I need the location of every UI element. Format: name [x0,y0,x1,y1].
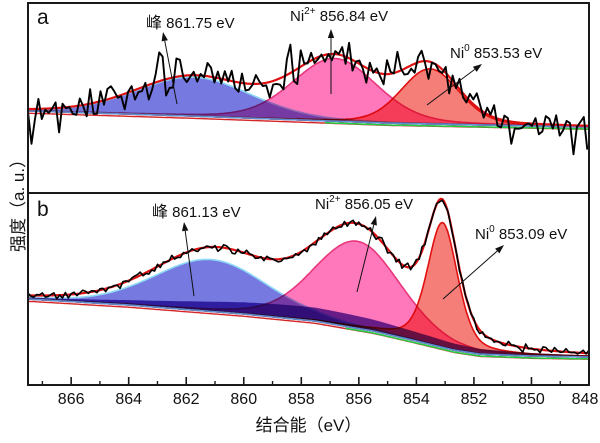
baseline-blue-line [29,110,588,128]
annotation-arrowhead [161,32,168,42]
y-axis-label: 强度（a. u.） [9,150,28,252]
annotation-ni0-b: Ni0 853.09 eV [442,224,567,300]
annotation-arrowhead [495,245,504,254]
x-tick-label: 854 [403,391,430,408]
annotation-arrowhead [472,64,482,72]
panel-b-label: b [37,198,49,221]
panel-a-plot [29,41,588,156]
panel-b-border [27,192,590,386]
annotation-text: Ni2+ 856.84 eV [290,6,388,25]
annotation-arrow-line [442,250,498,300]
x-tick-label: 858 [288,391,315,408]
annotation-satellite-b: 峰 861.13 eV [152,203,241,297]
x-tick-label: 862 [173,391,200,408]
annotation-arrowhead [182,222,189,232]
annotation-arrow-line [164,40,178,105]
annotation-text: 峰 861.13 eV [152,203,241,221]
annotation-arrow-line [356,224,375,293]
annotation-arrow-line [184,230,195,297]
annotation-text: Ni2+ 856.05 eV [315,194,413,213]
raw-data-a [29,41,588,156]
x-axis-ticks: 866 864 862 860 858 856 854 852 850 848 [41,377,599,408]
x-tick-label: 852 [461,391,488,408]
raw-data-b [29,199,588,355]
baseline-blue-line [29,298,588,358]
baseline-green-line [324,121,588,130]
annotation-arrowhead [370,216,377,226]
x-tick-label: 866 [58,391,85,408]
panel-a-label: a [37,6,49,29]
baseline-green-line [345,327,588,360]
x-axis-label: 结合能（eV） [255,416,362,435]
x-tick-label: 850 [518,391,545,408]
annotation-ni2plus-b: Ni2+ 856.05 eV [315,194,413,293]
x-tick-label: 860 [230,391,257,408]
annotation-arrow-line [426,68,476,106]
annotation-text: Ni0 853.53 eV [450,43,542,62]
annotation-text: 峰 861.75 eV [146,14,235,32]
annotation-arrowhead [327,29,335,38]
annotation-text: Ni0 853.09 eV [475,224,567,243]
annotation-satellite-a: 峰 861.75 eV [146,14,235,105]
annotation-ni0-a: Ni0 853.53 eV [426,43,542,106]
x-tick-label: 856 [345,391,372,408]
x-tick-label: 864 [115,391,142,408]
annotation-ni2plus-a: Ni2+ 856.84 eV [290,6,388,94]
panel-b-plot [29,197,588,360]
x-tick-label: 848 [572,391,599,408]
